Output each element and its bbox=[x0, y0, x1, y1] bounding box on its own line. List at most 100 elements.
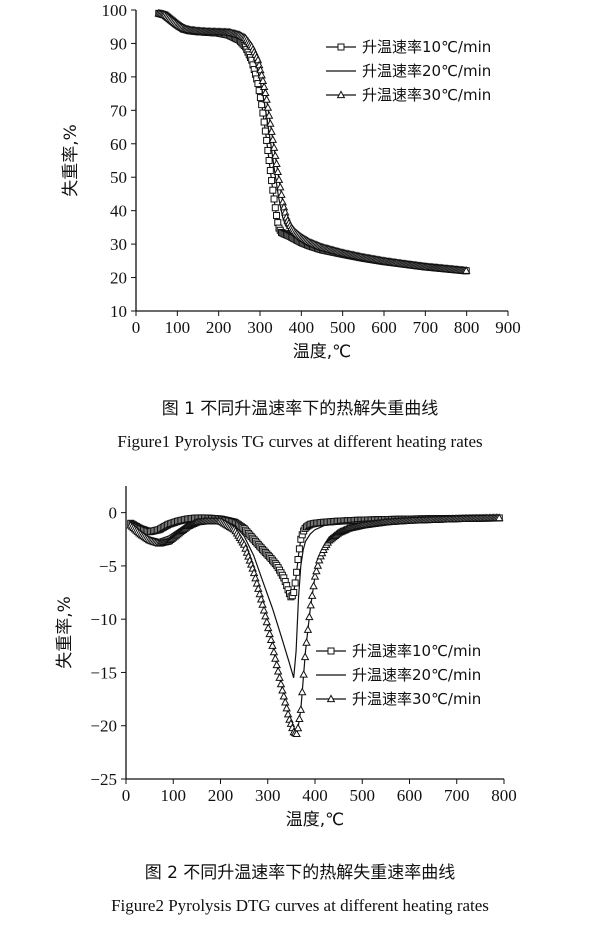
series-marker bbox=[261, 88, 270, 97]
legend-marker bbox=[337, 43, 345, 51]
series-marker bbox=[251, 573, 260, 582]
series-marker bbox=[263, 136, 271, 144]
series-marker bbox=[302, 637, 311, 646]
series-line bbox=[130, 517, 500, 678]
series-marker bbox=[258, 599, 267, 608]
x-tick-label: 100 bbox=[165, 318, 191, 337]
legend-entry: 升温速率30℃/min bbox=[352, 690, 481, 708]
y-axis-label: 失重率,% bbox=[61, 124, 81, 197]
y-tick-label: 60 bbox=[110, 135, 127, 154]
x-tick-label: 400 bbox=[302, 786, 328, 805]
legend-entry: 升温速率30℃/min bbox=[362, 86, 491, 104]
series-1: 升温速率10℃/min bbox=[155, 9, 491, 275]
series-marker bbox=[266, 167, 274, 175]
series-marker bbox=[309, 581, 318, 590]
x-axis-label: 温度,℃ bbox=[293, 342, 352, 362]
series-marker bbox=[271, 151, 280, 159]
legend-marker bbox=[336, 90, 346, 99]
series-marker bbox=[273, 666, 283, 675]
series-marker bbox=[262, 94, 271, 103]
y-tick-label: 80 bbox=[110, 68, 127, 87]
x-tick-label: 500 bbox=[330, 318, 356, 337]
series-marker bbox=[260, 118, 268, 126]
series-marker bbox=[310, 571, 320, 580]
series-marker bbox=[265, 157, 273, 164]
legend-marker bbox=[327, 647, 335, 655]
series-marker bbox=[299, 669, 308, 678]
y-tick-label: 0 bbox=[109, 504, 118, 523]
series-marker bbox=[279, 691, 289, 700]
series-marker bbox=[278, 685, 287, 694]
series-marker bbox=[259, 605, 269, 614]
series-marker bbox=[264, 111, 274, 119]
x-tick-label: 0 bbox=[132, 318, 141, 337]
series-marker bbox=[293, 568, 301, 576]
series-marker bbox=[266, 119, 275, 127]
series-marker bbox=[268, 135, 278, 143]
series-marker bbox=[255, 589, 264, 598]
series-marker bbox=[306, 600, 315, 609]
legend-entry: 升温速率20℃/min bbox=[352, 666, 481, 684]
series-marker bbox=[495, 513, 504, 522]
series-marker bbox=[265, 629, 274, 638]
y-tick-label: −15 bbox=[90, 663, 117, 682]
axes: 0 100 200 300 400 500 600 700 800 0 −5 −10 −15 −20 −25… bbox=[55, 486, 517, 830]
y-tick-label: 40 bbox=[110, 202, 127, 221]
x-tick-label: 100 bbox=[161, 786, 187, 805]
series-marker bbox=[268, 177, 276, 185]
series-marker bbox=[303, 625, 313, 633]
dtg-chart: 0 100 200 300 400 500 600 700 800 0 −5 −10 −15 −20 −25… bbox=[55, 486, 517, 830]
series-marker bbox=[271, 204, 279, 212]
series-marker bbox=[312, 566, 321, 575]
series-marker bbox=[261, 127, 269, 135]
y-tick-label: 10 bbox=[110, 302, 127, 321]
x-tick-label: 300 bbox=[255, 786, 281, 805]
x-tick-label: 800 bbox=[491, 786, 517, 805]
series-marker bbox=[305, 612, 314, 621]
y-tick-label: 20 bbox=[110, 269, 127, 288]
series-marker bbox=[276, 182, 285, 191]
series-marker bbox=[272, 660, 281, 669]
series-marker bbox=[280, 697, 290, 706]
figure1-caption-cn: 图 1 不同升温速率下的热解失重曲线 bbox=[161, 399, 439, 419]
series-marker bbox=[263, 103, 273, 111]
series-marker bbox=[259, 82, 269, 91]
series-marker bbox=[272, 159, 281, 167]
series-marker bbox=[257, 70, 266, 79]
series-marker bbox=[280, 207, 290, 216]
y-tick-label: −10 bbox=[90, 610, 117, 629]
series-marker bbox=[269, 647, 279, 656]
tg-chart: 0 100 200 300 400 500 600 700 800 900 10 20 30 40 50 60… bbox=[61, 1, 521, 362]
y-tick-label: −25 bbox=[90, 770, 117, 789]
series-2: 升温速率20℃/min bbox=[130, 517, 500, 684]
x-tick-label: 700 bbox=[413, 318, 439, 337]
series-marker bbox=[294, 556, 302, 564]
y-tick-label: 50 bbox=[110, 168, 127, 187]
series-marker bbox=[283, 709, 293, 718]
series-marker bbox=[271, 653, 280, 662]
series-3: 升温速率30℃/min bbox=[126, 513, 504, 738]
figure1-caption-en: Figure1 Pyrolysis TG curves at different… bbox=[117, 432, 483, 451]
series-marker bbox=[249, 568, 259, 577]
series-marker bbox=[258, 76, 268, 85]
series-marker bbox=[279, 202, 289, 211]
figure2-caption-en: Figure2 Pyrolysis DTG curves at differen… bbox=[111, 896, 489, 915]
series-marker bbox=[254, 584, 263, 592]
y-tick-label: 30 bbox=[110, 235, 127, 254]
y-axis-label: 失重率,% bbox=[55, 596, 75, 669]
series-marker bbox=[268, 641, 277, 649]
series-marker bbox=[269, 143, 279, 151]
series-marker bbox=[274, 175, 284, 183]
y-tick-label: 100 bbox=[102, 1, 128, 20]
x-tick-label: 0 bbox=[122, 786, 131, 805]
x-tick-label: 300 bbox=[247, 318, 273, 337]
series-marker bbox=[273, 211, 281, 219]
legend-entry: 升温速率10℃/min bbox=[362, 38, 491, 56]
series-marker bbox=[267, 127, 276, 135]
figure2-caption-cn: 图 2 不同升温速率下的热解失重速率曲线 bbox=[144, 863, 456, 883]
series-marker bbox=[270, 195, 278, 203]
legend-entry: 升温速率10℃/min bbox=[352, 642, 481, 660]
x-tick-label: 200 bbox=[206, 318, 232, 337]
x-tick-label: 600 bbox=[397, 786, 423, 805]
